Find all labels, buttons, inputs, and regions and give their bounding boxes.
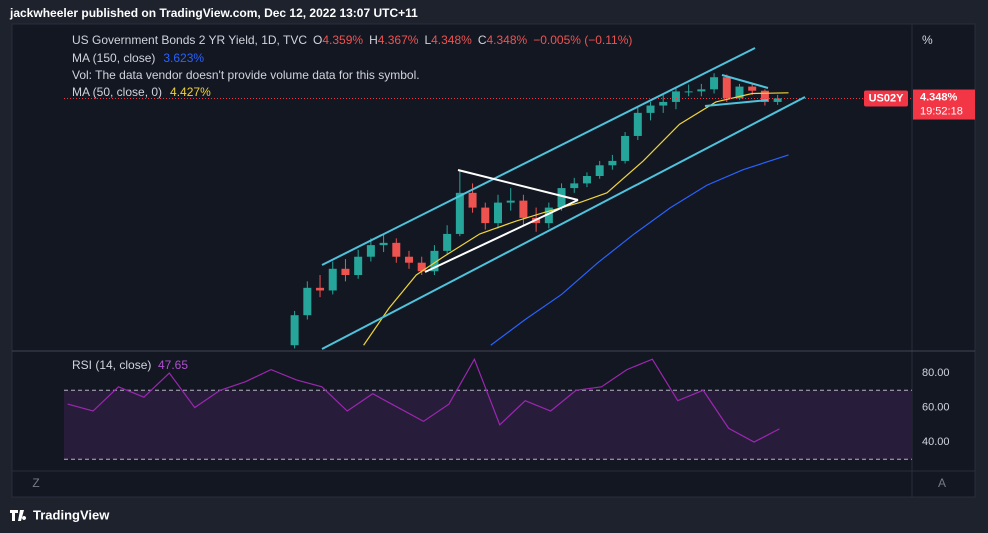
candle-body xyxy=(303,287,312,316)
countdown-label: 19:52:18 xyxy=(920,105,963,117)
candle-body xyxy=(417,262,426,272)
legend-key: C xyxy=(478,33,487,47)
y-tick-label: 80.00 xyxy=(922,367,950,379)
candle-body xyxy=(366,245,375,257)
candle-body xyxy=(570,183,579,189)
candle-body xyxy=(722,77,731,99)
candle-body xyxy=(430,250,439,272)
ma-name: MA (150, close) xyxy=(72,51,155,65)
candle-body xyxy=(316,287,325,291)
rsi-band xyxy=(64,390,912,460)
legend-key: L xyxy=(424,33,431,47)
candle-body xyxy=(481,207,490,224)
logo-text: TradingView xyxy=(33,507,110,522)
control-z[interactable]: Z xyxy=(32,476,39,490)
candle-body xyxy=(328,268,337,291)
drawings xyxy=(321,47,806,350)
legend-value: 4.367% xyxy=(378,33,419,47)
candle-body xyxy=(468,192,477,208)
candle-body xyxy=(405,256,414,263)
candle-body xyxy=(519,200,528,218)
ma-value: 3.623% xyxy=(163,51,204,65)
symbol-label: US02Y xyxy=(869,92,905,104)
candle-body xyxy=(506,200,515,203)
candle-body xyxy=(773,98,782,102)
legend-value: 4.359% xyxy=(322,33,363,47)
y-tick-label: 40.00 xyxy=(922,436,950,448)
candle-body xyxy=(760,90,769,102)
unit-label: % xyxy=(922,33,933,47)
legend-key: O xyxy=(313,33,322,47)
triangle-bottom xyxy=(424,199,579,273)
labels: US02Y 4.348% 19:52:18 US Government Bonds 2… xyxy=(72,33,975,448)
channel-upper xyxy=(321,47,756,266)
candle-body xyxy=(493,202,502,224)
candle-body xyxy=(735,86,744,99)
chart-title: US Government Bonds 2 YR Yield, 1D, TVC xyxy=(72,33,307,47)
candle-body xyxy=(633,112,642,136)
candle-body xyxy=(646,105,655,113)
y-tick-label: 60.00 xyxy=(922,401,950,413)
candle-body xyxy=(582,176,591,184)
ma-value: 4.427% xyxy=(170,85,211,99)
candle-body xyxy=(443,233,452,251)
candle-body xyxy=(392,242,401,257)
candle-body xyxy=(748,86,757,91)
symbol-tag xyxy=(864,90,908,107)
publish-header: jackwheeler published on TradingView.com… xyxy=(9,6,418,20)
rsi-value: 47.65 xyxy=(158,358,188,372)
candle-body xyxy=(341,268,350,276)
control-a[interactable]: A xyxy=(938,476,946,490)
volume-note: Vol: The data vendor doesn't provide vol… xyxy=(72,68,420,82)
candle-body xyxy=(621,135,630,161)
wedge-bottom xyxy=(704,99,769,107)
wedge-top xyxy=(721,74,769,89)
candle-body xyxy=(544,207,553,224)
ma-line xyxy=(490,154,789,346)
candle-body xyxy=(684,91,693,93)
candle-body xyxy=(659,101,668,106)
ma-name: MA (50, close, 0) xyxy=(72,85,162,99)
candle-body xyxy=(671,91,680,102)
channel-lower xyxy=(321,96,806,350)
candle-body xyxy=(290,315,299,346)
legend-value: −0.005% (−0.11%) xyxy=(533,33,632,47)
legend-value: 4.348% xyxy=(431,33,472,47)
candle-body xyxy=(697,89,706,92)
candle-body xyxy=(455,192,464,234)
price-tag-label: 4.348% xyxy=(920,91,958,103)
candle-body xyxy=(608,160,617,166)
triangle-top xyxy=(457,169,579,201)
candle-body xyxy=(379,242,388,246)
legend-value: 4.348% xyxy=(487,33,528,47)
legend-key: H xyxy=(369,33,378,47)
candle-body xyxy=(354,256,363,276)
price-tag xyxy=(913,89,975,120)
candle-body xyxy=(710,77,719,90)
logo-icon xyxy=(10,510,27,521)
candle-body xyxy=(595,165,604,177)
rsi-line xyxy=(67,357,780,443)
candle-body xyxy=(557,188,566,208)
rsi-title: RSI (14, close) xyxy=(72,358,151,372)
